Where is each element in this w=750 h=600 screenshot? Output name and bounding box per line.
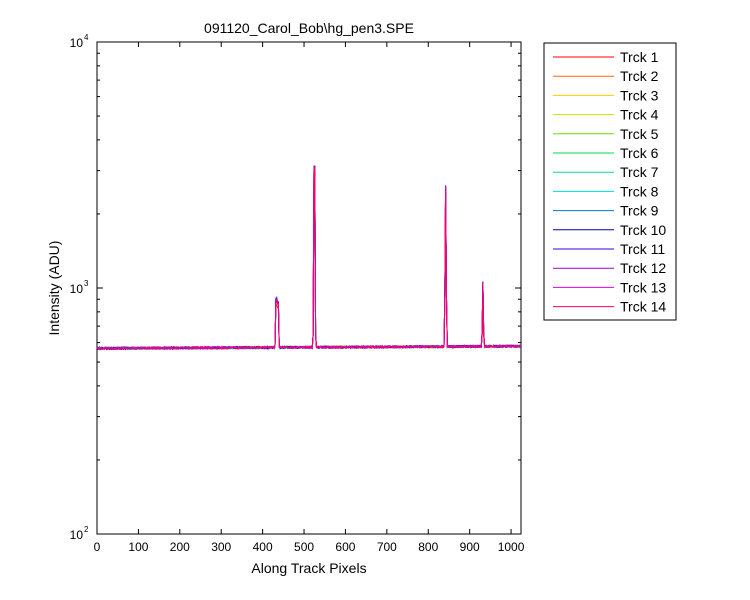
legend-label: Trck 10 [620, 222, 666, 238]
x-tick-labels: 0 100 200 300 400 500 600 700 800 900 1000 [94, 540, 525, 554]
y-tick-label: 10 [70, 36, 84, 50]
legend-label: Trck 9 [620, 203, 659, 219]
legend-label: Trck 8 [620, 183, 659, 199]
legend-label: Trck 13 [620, 279, 666, 295]
legend-label: Trck 7 [620, 164, 659, 180]
x-tick-label: 600 [335, 540, 355, 554]
x-tick-label: 400 [253, 540, 273, 554]
series-line-14 [97, 167, 521, 351]
y-tick-base: 10 [70, 282, 84, 296]
y-axis-label: Intensity (ADU) [46, 241, 62, 336]
plot-area [96, 41, 522, 535]
y-tick-label: 10 [70, 282, 84, 296]
y-tick-exponent: 4 [84, 33, 89, 42]
legend-label: Trck 11 [620, 241, 665, 257]
x-axis-label: Along Track Pixels [251, 560, 366, 576]
x-tick-label: 1000 [498, 540, 525, 554]
x-tick-label: 0 [94, 540, 101, 554]
series-lines [97, 165, 521, 351]
legend-label: Trck 4 [620, 107, 659, 123]
y-tick-base: 10 [70, 528, 84, 542]
legend: Trck 1 Trck 2 Trck 3 Trck 4 Trck 5 Trck 6 Trck… [553, 49, 666, 315]
legend-label: Trck 1 [620, 49, 659, 65]
x-tick-label: 700 [377, 540, 397, 554]
y-tick-base: 10 [70, 36, 84, 50]
legend-label: Trck 14 [620, 299, 666, 315]
chart-title: 091120_Carol_Bob\hg_pen3.SPE [204, 20, 414, 36]
legend-label: Trck 6 [620, 145, 659, 161]
y-tick-exponent: 3 [84, 279, 89, 288]
legend-box [543, 42, 677, 321]
legend-label: Trck 5 [620, 126, 659, 142]
y-tick-label: 10 [70, 528, 84, 542]
x-tick-label: 900 [460, 540, 480, 554]
x-tick-label: 200 [170, 540, 190, 554]
legend-label: Trck 3 [620, 87, 659, 103]
x-tick-label: 100 [128, 540, 148, 554]
y-tick-exponent: 2 [84, 525, 89, 534]
x-tick-label: 500 [294, 540, 314, 554]
x-tick-label: 300 [211, 540, 231, 554]
legend-label: Trck 2 [620, 68, 659, 84]
x-tick-label: 800 [418, 540, 438, 554]
axis-ticks [96, 41, 521, 535]
legend-label: Trck 12 [620, 260, 666, 276]
